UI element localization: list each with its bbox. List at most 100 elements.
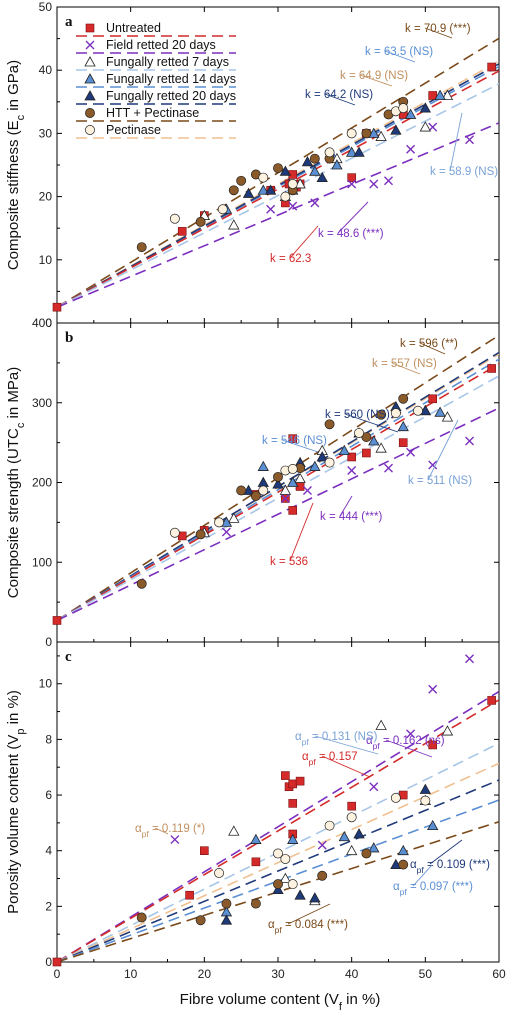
point-pectinase — [258, 172, 269, 183]
annotations: k = 70.9 (***) k = 64.9 (NS) k = 63.5 (NS)… — [270, 23, 498, 265]
annotation-leader-fung20 — [324, 93, 356, 106]
point-untreated — [52, 616, 62, 625]
point-htt — [376, 409, 387, 420]
point-htt — [250, 898, 261, 909]
x-tick-label: 20 — [198, 967, 212, 981]
legend-marker-fung20 — [84, 90, 96, 101]
point-htt — [273, 879, 283, 890]
x-tick-label: 60 — [492, 967, 506, 981]
legend: Untreated Field retted 20 days Fungally re… — [76, 21, 236, 139]
point-pectinase — [413, 405, 423, 416]
y-axis-label-main: Composite stiffness (E — [5, 120, 22, 270]
x-tick-label: 0 — [54, 967, 61, 981]
annotation-leader-pectinase — [391, 362, 421, 375]
point-field — [384, 463, 393, 473]
point-untreated — [200, 846, 209, 855]
y-tick-label: 10 — [39, 677, 53, 691]
legend-marker-fung14 — [84, 73, 96, 84]
point-pectinase — [214, 868, 225, 878]
y-tick-label: 8 — [45, 732, 52, 746]
y-axis-label-sub: c — [15, 422, 27, 428]
point-fung14 — [250, 833, 262, 844]
point-fung20 — [316, 451, 328, 462]
alpha-symbol: α — [295, 731, 302, 743]
point-untreated — [52, 957, 62, 967]
legend-label-fung7: Fungally retted 7 days — [106, 55, 229, 69]
point-field — [310, 198, 320, 208]
point-fung20 — [272, 883, 284, 895]
annotation-label-fung14: k = 546 (NS) — [262, 435, 327, 447]
y-tick-label: 100 — [32, 555, 52, 569]
point-pectinase — [287, 463, 298, 474]
alpha-value: = 0.131 (NS) — [309, 731, 378, 743]
point-pectinase — [346, 128, 357, 139]
y-tick-label: 4 — [45, 844, 52, 858]
point-field — [428, 684, 438, 694]
point-untreated — [281, 771, 290, 780]
legend-label-untreated: Untreated — [106, 21, 161, 35]
alpha-value: = 0.162 (ns) — [380, 735, 445, 747]
x-tick-label: 50 — [419, 967, 433, 981]
annotation-leader-pectinase — [359, 74, 393, 87]
point-pectinase — [169, 213, 180, 224]
annotation-leader-htt — [424, 27, 453, 39]
point-untreated — [288, 434, 298, 443]
y-axis-label-end: in MPa) — [5, 367, 22, 423]
point-fung7 — [279, 484, 292, 495]
point-fung14 — [309, 460, 321, 471]
point-untreated — [185, 890, 194, 900]
point-fung20 — [279, 165, 292, 176]
point-htt — [398, 859, 409, 870]
point-fung20 — [294, 889, 306, 900]
y-tick-label: 10 — [39, 253, 53, 267]
point-htt — [236, 485, 247, 496]
point-htt — [236, 175, 247, 186]
point-field — [428, 460, 438, 470]
point-untreated — [295, 776, 305, 786]
point-htt — [324, 419, 335, 430]
alpha-symbol: α — [366, 735, 373, 747]
y-tick-label: 0 — [45, 316, 52, 330]
point-untreated — [487, 696, 496, 705]
point-fung14 — [427, 819, 439, 831]
point-fung7 — [294, 472, 306, 483]
point-untreated — [52, 302, 62, 312]
y-tick-label: 200 — [32, 476, 52, 490]
annotation-leader-fung7 — [449, 112, 463, 172]
point-fung14 — [287, 833, 299, 844]
annotation-label-pectinase: k = 557 (NS) — [372, 358, 437, 370]
data-points — [52, 62, 496, 312]
legend-label-fung14: Fungally retted 14 days — [106, 72, 236, 86]
point-fung14 — [257, 184, 269, 195]
alpha-symbol: α — [302, 751, 309, 763]
legend-label-fung20: Fungally retted 20 days — [106, 89, 236, 103]
point-field — [288, 201, 298, 211]
annotation-leader-field — [385, 739, 433, 758]
regression-line-field — [57, 407, 499, 622]
point-fung20 — [301, 156, 314, 167]
alpha-symbol: α — [135, 823, 142, 835]
point-fung20 — [316, 171, 328, 183]
point-untreated — [362, 448, 371, 458]
alpha-symbol: α — [268, 919, 275, 931]
point-fung20 — [353, 146, 365, 157]
annotation-leader-fung14 — [412, 864, 433, 887]
point-field — [347, 179, 357, 189]
alpha-value: = 0.109 (***) — [424, 859, 490, 871]
y-axis-label: Composite strength (UTCc in MPa) — [5, 367, 27, 598]
point-htt — [317, 870, 328, 881]
regression-line-untreated — [57, 699, 499, 962]
annotation-leader-field — [337, 201, 369, 234]
annotation-label-field: k = 48.6 (***) — [318, 228, 384, 240]
point-pectinase — [324, 457, 335, 468]
point-pectinase — [169, 527, 180, 538]
y-tick-label: 300 — [32, 396, 52, 410]
regression-line-field — [57, 122, 499, 308]
annotation-leader-htt — [419, 342, 446, 355]
point-fung20 — [220, 914, 233, 925]
point-fung14 — [434, 89, 446, 100]
point-fung7 — [228, 512, 240, 523]
point-fung14 — [368, 435, 380, 446]
